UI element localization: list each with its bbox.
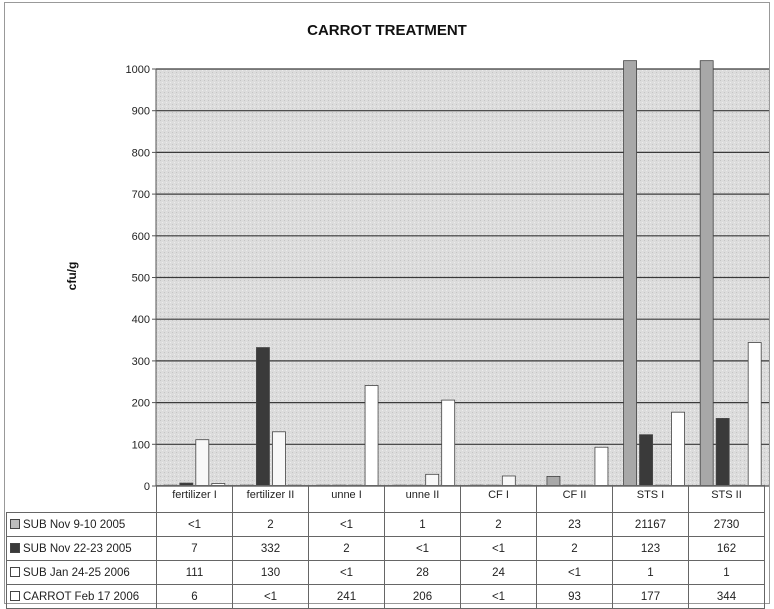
data-label: 130 bbox=[232, 560, 309, 585]
data-label: 2730 bbox=[688, 512, 765, 537]
data-label: <1 bbox=[232, 584, 309, 609]
data-label: <1 bbox=[460, 536, 537, 561]
data-label: <1 bbox=[460, 584, 537, 609]
data-label: <1 bbox=[308, 512, 385, 537]
bar bbox=[195, 439, 210, 487]
x-tick-label: fertilizer I bbox=[156, 485, 233, 513]
legend-entry: SUB Nov 22-23 2005 bbox=[6, 536, 157, 561]
y-tick-label: 700 bbox=[132, 189, 150, 201]
bar bbox=[639, 434, 653, 487]
bar bbox=[441, 399, 456, 487]
table-corner bbox=[6, 485, 157, 513]
data-label: <1 bbox=[536, 560, 613, 585]
x-tick-label: unne I bbox=[308, 485, 385, 513]
legend-key bbox=[10, 590, 20, 601]
legend-entry: SUB Nov 9-10 2005 bbox=[6, 512, 157, 537]
legend-entry: CARROT Feb 17 2006 bbox=[6, 584, 157, 609]
data-label: 123 bbox=[612, 536, 689, 561]
data-label: 6 bbox=[156, 584, 233, 609]
table-row: SUB Nov 22-23 2005 7 332 2 <1 <1 2 123 162 bbox=[6, 536, 765, 561]
data-label: <1 bbox=[308, 560, 385, 585]
y-tick-label: 800 bbox=[132, 147, 150, 159]
x-tick-label: STS I bbox=[612, 485, 689, 513]
legend-label: CARROT Feb 17 2006 bbox=[23, 590, 140, 603]
legend-key bbox=[10, 542, 20, 553]
bar bbox=[671, 411, 685, 487]
data-label: 2 bbox=[232, 512, 309, 537]
x-tick-label: CF II bbox=[536, 485, 613, 513]
data-label: 1 bbox=[384, 512, 461, 537]
chart-title: CARROT TREATMENT bbox=[307, 22, 467, 39]
bar bbox=[715, 418, 730, 487]
data-label: 1 bbox=[612, 560, 689, 585]
x-tick-label: unne II bbox=[384, 485, 461, 513]
x-tick-label: fertilizer II bbox=[232, 485, 309, 513]
y-tick-label: 400 bbox=[132, 314, 150, 326]
y-tick-label: 200 bbox=[132, 398, 150, 410]
data-label: 7 bbox=[156, 536, 233, 561]
data-label: 24 bbox=[460, 560, 537, 585]
data-label: 162 bbox=[688, 536, 765, 561]
data-label: 241 bbox=[308, 584, 385, 609]
data-label: 2 bbox=[308, 536, 385, 561]
legend-key bbox=[10, 566, 20, 577]
data-label: 111 bbox=[156, 560, 233, 585]
table-row: CARROT Feb 17 2006 6 <1 241 206 <1 93 177 344 bbox=[6, 584, 765, 609]
data-label: 177 bbox=[612, 584, 689, 609]
bar bbox=[699, 60, 714, 487]
legend-label: SUB Nov 9-10 2005 bbox=[23, 518, 126, 531]
bar bbox=[364, 385, 379, 487]
y-tick-label: 1000 bbox=[126, 64, 150, 76]
data-label: 206 bbox=[384, 584, 461, 609]
y-tick-label: 300 bbox=[132, 356, 150, 368]
data-label: 2 bbox=[460, 512, 537, 537]
data-label: <1 bbox=[384, 536, 461, 561]
data-label: <1 bbox=[156, 512, 233, 537]
legend-label: SUB Nov 22-23 2005 bbox=[23, 542, 132, 555]
bar bbox=[256, 347, 270, 487]
bar bbox=[623, 60, 637, 487]
table-row: SUB Jan 24-25 2006 111 130 <1 28 24 <1 1 1 bbox=[6, 560, 765, 585]
bar bbox=[272, 431, 286, 487]
legend-label: SUB Jan 24-25 2006 bbox=[23, 566, 130, 579]
x-tick-label: STS II bbox=[688, 485, 765, 513]
bar bbox=[747, 342, 762, 487]
data-label: 93 bbox=[536, 584, 613, 609]
x-tick-label: CF I bbox=[460, 485, 537, 513]
data-label: 344 bbox=[688, 584, 765, 609]
data-label: 1 bbox=[688, 560, 765, 585]
legend-key bbox=[10, 518, 20, 529]
data-label: 2 bbox=[536, 536, 613, 561]
y-tick-label: 500 bbox=[132, 273, 150, 285]
data-label: 332 bbox=[232, 536, 309, 561]
legend-entry: SUB Jan 24-25 2006 bbox=[6, 560, 157, 585]
y-tick-label: 900 bbox=[132, 106, 150, 118]
data-label: 23 bbox=[536, 512, 613, 537]
data-label: 21167 bbox=[612, 512, 689, 537]
bar bbox=[594, 446, 609, 487]
data-label: 28 bbox=[384, 560, 461, 585]
table-row: SUB Nov 9-10 2005 <1 2 <1 1 2 23 21167 2730 bbox=[6, 512, 765, 537]
y-tick-label: 100 bbox=[132, 439, 150, 451]
y-tick-label: 600 bbox=[132, 231, 150, 243]
